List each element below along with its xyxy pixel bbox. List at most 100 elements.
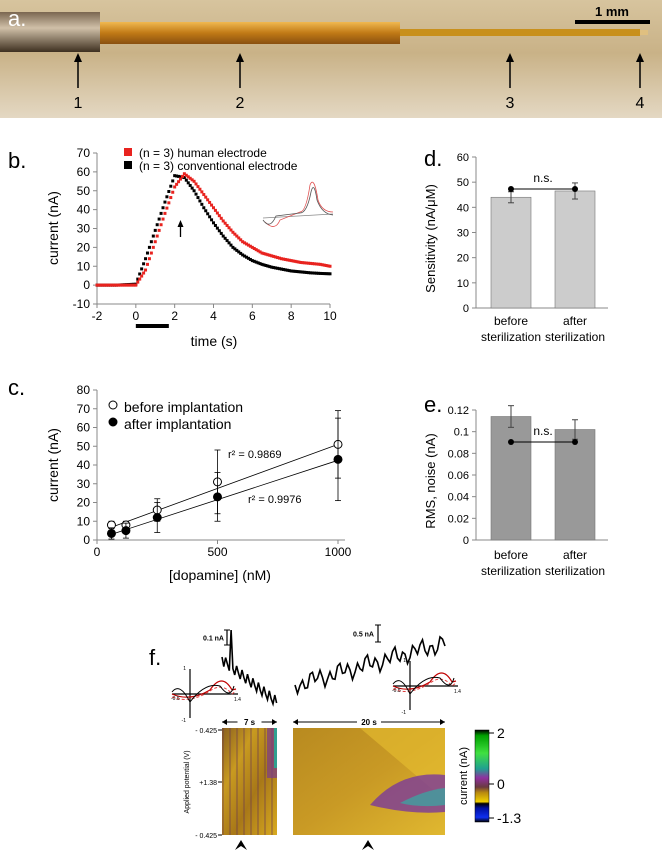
arrow-label: 1 [74,95,83,112]
y-tick-label: - 0.425 [195,833,217,840]
y-tick-label: 10 [457,278,469,290]
x-tick-label: 0 [94,545,101,559]
y-tick-label: 0 [463,535,469,547]
data-point [295,260,299,264]
y-axis-label: current (nA) [45,428,61,502]
cv-black [392,676,455,695]
data-point [219,231,223,235]
data-point [239,251,243,255]
data-point [309,261,313,265]
data-point [169,184,173,188]
data-point [151,245,155,249]
cv-tick-label: 1 [183,666,186,672]
data-point [258,250,262,254]
data-point [291,269,295,273]
data-point [153,240,157,244]
data-point [312,262,316,266]
data-point [311,262,315,266]
y-tick-label: 50 [457,177,469,189]
data-point [318,262,322,266]
data-point [293,259,297,263]
data-point [184,178,188,182]
data-point [320,271,324,275]
legend-swatch [124,148,132,156]
data-point [219,216,223,220]
data-point [122,283,126,287]
r2-label: r² = 0.9976 [248,494,302,506]
bar [490,196,532,309]
cv-tick-label: 1.4 [454,689,461,695]
data-point [149,251,153,255]
data-point [307,261,311,265]
data-point [212,206,215,210]
data-point [260,251,264,255]
color-plot-stripe [250,728,252,835]
data-point [237,236,241,240]
photo-background [0,0,662,118]
data-point [177,180,181,184]
data-point [206,212,210,216]
data-point [210,203,214,207]
data-point [227,226,231,230]
significance-dot [508,439,514,445]
y-tick-label: 0.1 [454,427,469,439]
data-point [190,186,194,190]
data-point [190,178,194,182]
colorbar-tick-label: 0 [497,776,505,792]
data-point [157,228,161,232]
data-point [235,248,239,252]
data-point [245,242,249,246]
data-point [303,261,307,265]
y-tick-label: 70 [77,402,91,416]
y-axis-label: Applied potential (V) [184,750,191,813]
x-tick-label: 4 [210,309,217,323]
data-point [281,257,285,261]
data-point [287,269,291,273]
scale-bar [575,20,650,24]
data-point [161,206,165,210]
data-point [264,263,268,267]
data-point [262,263,266,267]
data-point [316,271,320,275]
data-point [217,229,221,233]
data-point [128,283,132,287]
data-point [210,218,214,222]
arrow-head-icon [506,53,514,62]
cv-inset-red [264,181,334,227]
data-point [194,182,198,186]
data-point [134,283,138,287]
data-point [132,283,136,287]
data-point [262,252,266,256]
data-point [328,264,332,268]
data-point [324,263,328,267]
electrode-tip [640,30,648,35]
x-tick-label: 6 [249,309,256,323]
bar [554,190,596,309]
data-point [200,190,204,194]
scale-bar-label: 1 mm [595,4,629,19]
data-point [289,259,293,263]
data-point [107,283,111,287]
legend-label: (n = 3) human electrode [139,146,267,160]
significance-label: n.s. [533,424,552,438]
data-point [324,272,328,276]
significance-dot [508,186,514,192]
legend-marker [108,400,118,410]
y-tick-label: -10 [73,297,91,311]
arrow-head-icon [636,53,644,62]
data-point [213,492,222,502]
data-point [202,193,206,197]
legend-label: after implantation [124,416,231,432]
data-point [283,257,287,261]
data-point [138,272,142,276]
data-point [196,196,200,200]
data-point [147,245,151,249]
data-point [318,271,322,275]
data-point [136,280,140,284]
x-category-label: after [563,548,587,562]
x-category-label: before [494,314,528,328]
data-point [274,255,278,259]
x-category-label: sterilization [545,564,605,578]
